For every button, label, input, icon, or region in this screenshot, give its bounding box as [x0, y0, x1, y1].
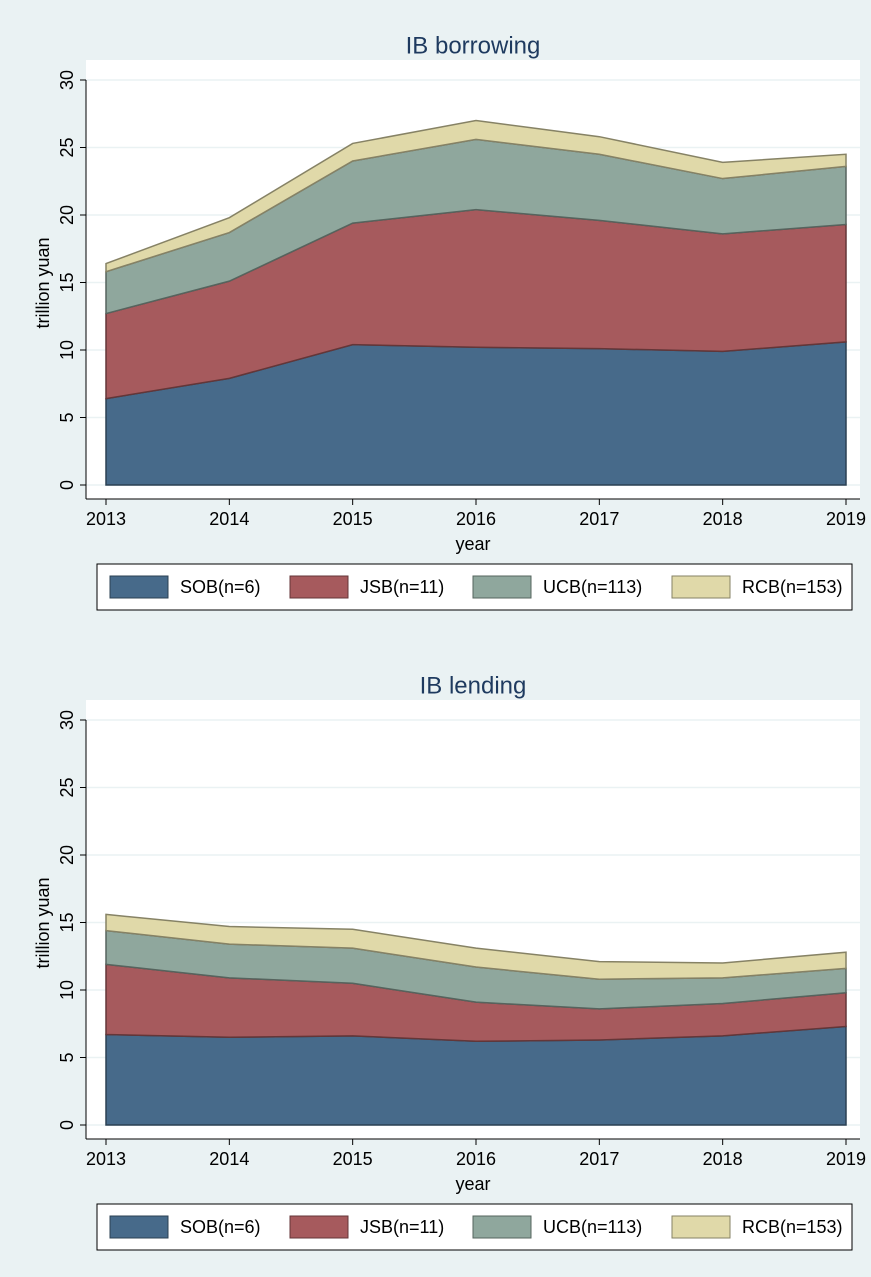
x-axis-label: year	[455, 534, 490, 554]
x-tick-label: 2016	[456, 509, 496, 529]
y-tick-label: 25	[57, 777, 77, 797]
x-tick-label: 2014	[209, 1149, 249, 1169]
legend-swatch	[472, 575, 532, 599]
y-tick-label: 15	[57, 912, 77, 932]
legend-label: JSB(n=11)	[360, 1217, 444, 1237]
y-tick-label: 0	[57, 480, 77, 490]
x-tick-label: 2015	[333, 1149, 373, 1169]
x-tick-label: 2018	[703, 509, 743, 529]
y-tick-label: 25	[57, 137, 77, 157]
x-tick-label: 2018	[703, 1149, 743, 1169]
y-tick-label: 0	[57, 1120, 77, 1130]
area	[105, 119, 847, 273]
legend-label: JSB(n=11)	[360, 577, 444, 597]
y-axis-label: trillion yuan	[33, 237, 53, 328]
legend-swatch	[109, 1215, 169, 1239]
chart-title: IB lending	[420, 672, 527, 699]
y-tick-label: 30	[57, 710, 77, 730]
y-tick-label: 20	[57, 205, 77, 225]
y-tick-label: 20	[57, 845, 77, 865]
legend-label: UCB(n=113)	[543, 577, 642, 597]
x-tick-label: 2014	[209, 509, 249, 529]
y-tick-label: 15	[57, 272, 77, 292]
x-tick-label: 2016	[456, 1149, 496, 1169]
legend-swatch	[289, 1215, 349, 1239]
y-tick-label: 10	[57, 340, 77, 360]
y-tick-label: 10	[57, 980, 77, 1000]
legend-label: RCB(n=153)	[742, 577, 843, 597]
chart-title: IB borrowing	[406, 32, 541, 59]
area	[105, 913, 847, 980]
legend-swatch	[671, 1215, 731, 1239]
chart: IB lending 0 5 10 15 20 25 30 2013 2014 2015 2016 20…	[33, 672, 866, 1251]
x-tick-label: 2013	[86, 1149, 126, 1169]
legend-swatch	[289, 575, 349, 599]
legend-swatch	[472, 1215, 532, 1239]
legend-label: SOB(n=6)	[180, 577, 261, 597]
y-tick-label: 5	[57, 412, 77, 422]
legend-swatch	[109, 575, 169, 599]
legend-label: UCB(n=113)	[543, 1217, 642, 1237]
chart: IB borrowing 0 5 10 15 20 25 30 2013 2014 2015 2016…	[33, 32, 866, 611]
x-tick-label: 2015	[333, 509, 373, 529]
x-axis-label: year	[455, 1174, 490, 1194]
y-axis-label: trillion yuan	[33, 877, 53, 968]
y-tick-label: 5	[57, 1052, 77, 1062]
x-tick-label: 2019	[826, 1149, 866, 1169]
legend-swatch	[671, 575, 731, 599]
x-tick-label: 2013	[86, 509, 126, 529]
legend-label: SOB(n=6)	[180, 1217, 261, 1237]
y-tick-label: 30	[57, 70, 77, 90]
x-tick-label: 2017	[579, 509, 619, 529]
x-tick-label: 2017	[579, 1149, 619, 1169]
x-tick-label: 2019	[826, 509, 866, 529]
legend-label: RCB(n=153)	[742, 1217, 843, 1237]
